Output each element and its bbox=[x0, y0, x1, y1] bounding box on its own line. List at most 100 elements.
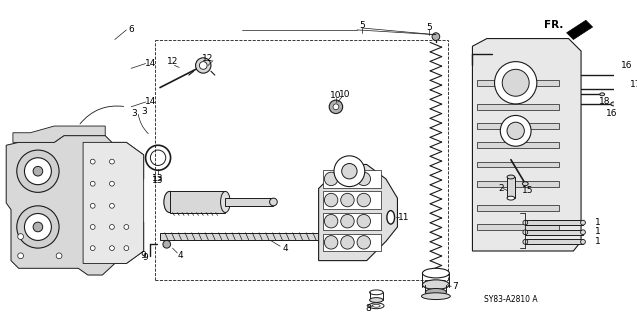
Circle shape bbox=[494, 62, 537, 104]
Ellipse shape bbox=[507, 175, 515, 179]
Circle shape bbox=[334, 156, 365, 187]
Ellipse shape bbox=[269, 198, 277, 206]
Circle shape bbox=[324, 214, 338, 228]
Text: 18: 18 bbox=[599, 98, 611, 107]
Text: 4: 4 bbox=[282, 244, 288, 252]
Bar bbox=[526, 220, 583, 225]
Circle shape bbox=[90, 246, 95, 251]
Circle shape bbox=[17, 206, 59, 248]
Circle shape bbox=[357, 172, 371, 186]
Ellipse shape bbox=[422, 280, 449, 290]
Circle shape bbox=[196, 58, 211, 73]
Text: 16: 16 bbox=[620, 61, 632, 70]
Text: 3: 3 bbox=[141, 107, 147, 116]
Circle shape bbox=[150, 150, 166, 165]
Circle shape bbox=[33, 166, 43, 176]
Ellipse shape bbox=[369, 298, 383, 302]
Ellipse shape bbox=[611, 102, 617, 106]
Circle shape bbox=[90, 181, 95, 186]
Polygon shape bbox=[318, 164, 397, 260]
Ellipse shape bbox=[426, 289, 447, 296]
Ellipse shape bbox=[580, 230, 585, 235]
Text: 2: 2 bbox=[499, 184, 504, 193]
Ellipse shape bbox=[630, 88, 636, 92]
Circle shape bbox=[18, 234, 24, 239]
Bar bbox=[507, 177, 515, 198]
Ellipse shape bbox=[580, 220, 585, 225]
Ellipse shape bbox=[373, 304, 380, 307]
Circle shape bbox=[341, 172, 354, 186]
Bar bbox=[477, 123, 559, 129]
Text: 13: 13 bbox=[152, 176, 164, 185]
Bar bbox=[477, 162, 559, 167]
Circle shape bbox=[324, 193, 338, 207]
Text: 14: 14 bbox=[145, 59, 156, 68]
Circle shape bbox=[17, 150, 59, 192]
Text: 12: 12 bbox=[203, 54, 214, 63]
Polygon shape bbox=[6, 136, 144, 275]
Bar bbox=[477, 80, 559, 86]
Circle shape bbox=[90, 159, 95, 164]
Text: 17: 17 bbox=[630, 80, 637, 89]
Circle shape bbox=[324, 172, 338, 186]
Circle shape bbox=[146, 145, 171, 170]
Circle shape bbox=[357, 193, 371, 207]
Bar bbox=[526, 239, 583, 244]
Ellipse shape bbox=[164, 191, 175, 212]
Text: 5: 5 bbox=[426, 22, 432, 31]
Circle shape bbox=[18, 253, 24, 259]
Circle shape bbox=[341, 236, 354, 249]
Circle shape bbox=[432, 33, 440, 40]
Polygon shape bbox=[473, 38, 581, 251]
Text: 5: 5 bbox=[359, 20, 365, 29]
Circle shape bbox=[110, 181, 115, 186]
Circle shape bbox=[500, 116, 531, 146]
Text: SY83-A2810 A: SY83-A2810 A bbox=[484, 295, 538, 304]
Circle shape bbox=[507, 122, 524, 140]
Text: 9: 9 bbox=[141, 251, 147, 260]
Bar bbox=[526, 230, 583, 235]
Bar bbox=[324, 170, 381, 188]
Text: FR.: FR. bbox=[545, 20, 564, 30]
Ellipse shape bbox=[522, 182, 528, 186]
Bar bbox=[324, 191, 381, 209]
Circle shape bbox=[110, 204, 115, 208]
Bar bbox=[160, 233, 324, 240]
Circle shape bbox=[357, 214, 371, 228]
Polygon shape bbox=[83, 142, 144, 263]
Text: 16: 16 bbox=[606, 109, 617, 118]
Bar bbox=[324, 212, 381, 230]
Bar bbox=[169, 191, 225, 212]
Text: 13: 13 bbox=[152, 174, 164, 183]
Circle shape bbox=[110, 159, 115, 164]
Circle shape bbox=[124, 246, 129, 251]
Text: 6: 6 bbox=[128, 25, 134, 34]
Text: 1: 1 bbox=[594, 237, 600, 246]
Circle shape bbox=[357, 236, 371, 249]
Text: 8: 8 bbox=[366, 304, 371, 313]
Circle shape bbox=[56, 253, 62, 259]
Ellipse shape bbox=[369, 303, 384, 309]
Ellipse shape bbox=[220, 191, 230, 212]
Ellipse shape bbox=[580, 239, 585, 244]
Text: 9: 9 bbox=[143, 253, 148, 262]
Text: 1: 1 bbox=[594, 227, 600, 236]
Circle shape bbox=[110, 225, 115, 229]
Bar bbox=[477, 181, 559, 187]
Text: 10: 10 bbox=[339, 90, 350, 99]
Circle shape bbox=[333, 104, 339, 110]
Ellipse shape bbox=[523, 239, 527, 244]
Polygon shape bbox=[567, 20, 592, 39]
Ellipse shape bbox=[507, 196, 515, 200]
Text: 11: 11 bbox=[397, 213, 409, 222]
Circle shape bbox=[329, 100, 343, 114]
Circle shape bbox=[199, 62, 207, 69]
Ellipse shape bbox=[523, 220, 527, 225]
Text: 15: 15 bbox=[522, 186, 533, 195]
Text: 4: 4 bbox=[177, 251, 183, 260]
Bar bbox=[324, 234, 381, 251]
Circle shape bbox=[90, 204, 95, 208]
Text: 12: 12 bbox=[167, 57, 178, 66]
Circle shape bbox=[502, 69, 529, 96]
Circle shape bbox=[24, 213, 52, 240]
